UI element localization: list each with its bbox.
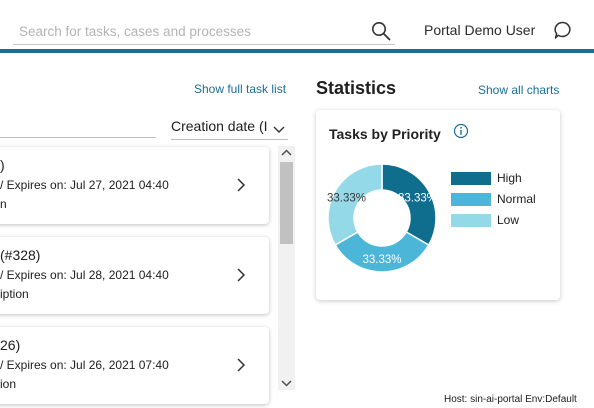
host-env-info: Host: sin-ai-portal Env:Default: [444, 394, 577, 405]
pie-slice-normal[interactable]: [334, 230, 430, 273]
sort-selected-value: Creation date (I: [171, 118, 267, 134]
task-card[interactable]: 26) / Expires on: Jul 26, 2021 07:40 ion: [0, 327, 269, 404]
donut-chart: 33.33% 33.33% 33.33%: [327, 163, 437, 273]
task-expiry: / Expires on: Jul 26, 2021 07:40: [0, 358, 169, 372]
top-header: Portal Demo User: [0, 0, 594, 51]
task-description: iption: [0, 287, 29, 301]
pie-slice-low[interactable]: [327, 163, 383, 247]
scroll-down-arrow-icon[interactable]: [278, 376, 295, 390]
legend-swatch: [451, 214, 491, 227]
task-card[interactable]: ) / Expires on: Jul 27, 2021 04:40 n: [0, 147, 269, 224]
search-icon[interactable]: [371, 21, 391, 41]
task-description: n: [0, 197, 7, 211]
data-label-low: 33.33%: [327, 193, 366, 205]
task-expiry: / Expires on: Jul 28, 2021 04:40: [0, 268, 169, 282]
data-label-normal: 33.33%: [362, 254, 401, 266]
legend-label: High: [497, 171, 522, 185]
statistics-heading: Statistics: [316, 78, 397, 98]
chevron-right-icon[interactable]: [234, 357, 248, 373]
task-expiry: / Expires on: Jul 27, 2021 04:40: [0, 178, 169, 192]
task-list-scrollbar[interactable]: [278, 146, 295, 390]
task-title: ): [0, 157, 5, 173]
task-card[interactable]: (#328) / Expires on: Jul 28, 2021 04:40 …: [0, 237, 269, 314]
legend-swatch: [451, 172, 491, 185]
legend-swatch: [451, 193, 491, 206]
chevron-right-icon[interactable]: [234, 177, 248, 193]
header-accent-bar: [0, 49, 594, 53]
task-title: 26): [0, 337, 21, 353]
chat-icon[interactable]: [553, 20, 573, 40]
pie-slice-high[interactable]: [381, 163, 437, 247]
legend-label: Normal: [497, 192, 536, 206]
scrollbar-thumb[interactable]: [280, 162, 293, 244]
legend-label: Low: [497, 213, 520, 227]
sort-dropdown[interactable]: Creation date (I: [171, 117, 288, 140]
task-filter-input[interactable]: [0, 137, 156, 138]
global-search: [13, 18, 395, 45]
task-title: (#328): [0, 247, 41, 263]
info-icon[interactable]: [453, 123, 469, 139]
tasks-by-priority-chart-card: 33.33% 33.33% 33.33% Tasks by Priority Hig…: [316, 110, 560, 300]
search-input[interactable]: [19, 20, 349, 42]
show-full-task-list-link[interactable]: Show full task list: [194, 82, 287, 96]
data-label-high: 33.33%: [398, 193, 437, 205]
task-description: ion: [0, 377, 17, 391]
show-all-charts-link[interactable]: Show all charts: [478, 83, 560, 97]
user-menu-name[interactable]: Portal Demo User: [424, 22, 536, 38]
scroll-up-arrow-icon[interactable]: [278, 146, 295, 160]
chevron-down-icon: [273, 126, 285, 133]
chevron-right-icon[interactable]: [234, 267, 248, 283]
chart-title: Tasks by Priority: [329, 126, 441, 142]
